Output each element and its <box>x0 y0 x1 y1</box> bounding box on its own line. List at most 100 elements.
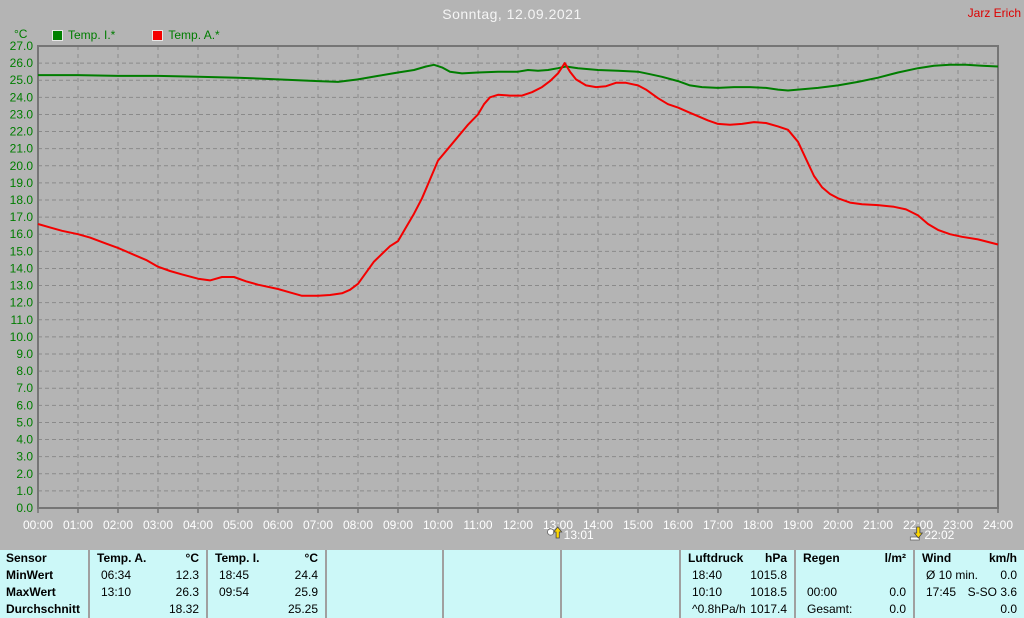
max-time: 13:10 <box>101 585 132 599</box>
min-time: 18:45 <box>219 568 250 582</box>
max-time: 10:10 <box>692 585 723 599</box>
stats-row-label: Durchschnitt <box>6 602 81 616</box>
y-tick-label: 25.0 <box>10 73 34 87</box>
event-marker-time-label: 22:02 <box>924 528 954 542</box>
y-tick-label: 2.0 <box>16 467 33 481</box>
stats-section-temp-inside: Temp. I. °C 18:45 24.4 09:54 25.9 25.25 <box>206 550 325 618</box>
y-tick-label: 19.0 <box>10 176 34 190</box>
rain-total-label: Gesamt: <box>807 602 853 616</box>
stats-section-pressure: Luftdruck hPa 18:40 1015.8 10:10 1018.5 ^0.… <box>679 550 794 618</box>
stats-table: Sensor MinWert MaxWert Durchschnitt Temp… <box>0 550 1024 618</box>
stats-section-rain: Regen l/m² 00:00 0.0 Gesamt: 0.0 <box>794 550 913 618</box>
y-tick-label: 0.0 <box>16 501 33 515</box>
wind-avg-value: 0.0 <box>1000 568 1017 582</box>
y-tick-label: 12.0 <box>10 296 34 310</box>
min-value: 1015.8 <box>750 568 787 582</box>
sensor-unit: l/m² <box>884 551 906 565</box>
stats-section-wind: Wind km/h Ø 10 min. 0.0 17:45 S-SO 3.6 0.0 <box>913 550 1024 618</box>
x-tick-label: 18:00 <box>743 518 773 532</box>
x-tick-label: 20:00 <box>823 518 853 532</box>
x-tick-label: 24:00 <box>983 518 1013 532</box>
min-time: 06:34 <box>101 568 132 582</box>
x-tick-label: 00:00 <box>23 518 53 532</box>
x-tick-label: 02:00 <box>103 518 133 532</box>
max-value: 25.9 <box>294 585 318 599</box>
x-tick-label: 06:00 <box>263 518 293 532</box>
legend-item-temp-inside[interactable]: Temp. I.* <box>52 28 115 42</box>
sensor-unit: °C <box>304 551 318 565</box>
y-tick-label: 6.0 <box>16 398 33 412</box>
y-tick-label: 8.0 <box>16 364 33 378</box>
stats-section-empty-2 <box>442 550 560 618</box>
y-tick-label: 7.0 <box>16 381 33 395</box>
x-tick-label: 14:00 <box>583 518 613 532</box>
y-tick-label: 27.0 <box>10 39 34 53</box>
x-tick-label: 11:00 <box>463 518 492 532</box>
stats-row-label: MaxWert <box>6 585 56 599</box>
sensor-name: Luftdruck <box>688 551 744 565</box>
x-tick-label: 19:00 <box>783 518 813 532</box>
stats-section-temp-outside: Temp. A. °C 06:34 12.3 13:10 26.3 18.32 <box>88 550 206 618</box>
legend-item-temp-outside[interactable]: Temp. A.* <box>152 28 220 42</box>
page-title: Sonntag, 12.09.2021 <box>442 6 582 22</box>
x-tick-label: 23:00 <box>943 518 973 532</box>
x-tick-label: 12:00 <box>503 518 533 532</box>
y-tick-label: 24.0 <box>10 90 34 104</box>
min-time: 18:40 <box>692 568 723 582</box>
x-tick-label: 09:00 <box>383 518 413 532</box>
y-tick-label: 11.0 <box>11 313 34 327</box>
wind-current-value: 0.0 <box>1000 602 1017 616</box>
x-tick-label: 21:00 <box>863 518 893 532</box>
y-tick-label: 13.0 <box>10 279 34 293</box>
y-tick-label: 22.0 <box>10 125 34 139</box>
rain-total-value: 0.0 <box>889 602 906 616</box>
y-tick-label: 5.0 <box>16 415 33 429</box>
wind-avg-label: Ø 10 min. <box>926 568 979 582</box>
sensor-unit: km/h <box>988 551 1017 565</box>
y-tick-label: 26.0 <box>10 56 34 70</box>
sensor-name: Temp. I. <box>215 551 260 565</box>
station-owner-label: Jarz Erich <box>967 6 1021 20</box>
x-tick-label: 05:00 <box>223 518 253 532</box>
y-tick-label: 16.0 <box>10 227 34 241</box>
x-tick-label: 01:00 <box>63 518 93 532</box>
sensor-unit: °C <box>185 551 199 565</box>
y-tick-label: 9.0 <box>16 347 33 361</box>
stats-section-empty-1 <box>325 550 442 618</box>
x-tick-label: 07:00 <box>303 518 333 532</box>
y-tick-label: 10.0 <box>10 330 34 344</box>
wind-max-value: S-SO 3.6 <box>967 585 1017 599</box>
temp-outside-line <box>37 62 999 297</box>
x-tick-label: 15:00 <box>623 518 653 532</box>
max-value: 26.3 <box>175 585 199 599</box>
rain-day-value: 0.0 <box>889 585 906 599</box>
temp-outside-swatch-icon <box>152 29 164 41</box>
y-tick-label: 3.0 <box>16 450 33 464</box>
event-marker-up-icon <box>547 528 555 536</box>
event-marker-down-icon <box>913 526 924 539</box>
avg-value: 25.25 <box>287 602 318 616</box>
trend-label: ^0.8hPa/h <box>692 602 746 616</box>
max-time: 09:54 <box>219 585 250 599</box>
avg-value: 1017.4 <box>750 602 787 616</box>
y-tick-label: 14.0 <box>10 261 34 275</box>
temperature-chart[interactable]: 27.0 26.0 25.0 24.0 23.0 22.0 21.0 20.0 19.0 18.0… <box>0 0 1024 548</box>
max-value: 1018.5 <box>750 585 787 599</box>
chart-legend: Temp. I.* Temp. A.* <box>52 28 257 42</box>
x-tick-label: 04:00 <box>183 518 213 532</box>
y-tick-label: 23.0 <box>10 107 34 121</box>
x-tick-label: 10:00 <box>423 518 453 532</box>
x-tick-label: 22:00 <box>903 518 933 532</box>
sensor-name: Wind <box>922 551 952 565</box>
y-tick-label: 15.0 <box>10 244 34 258</box>
event-marker-up-icon <box>552 526 563 539</box>
y-tick-label: 17.0 <box>10 210 34 224</box>
y-axis-unit-label: °C <box>14 27 28 41</box>
x-tick-label: 08:00 <box>343 518 373 532</box>
sensor-unit: hPa <box>764 551 787 565</box>
min-value: 12.3 <box>175 568 199 582</box>
stats-row-label: MinWert <box>6 568 54 582</box>
y-tick-label: 1.0 <box>16 484 33 498</box>
event-marker-down-icon <box>909 536 920 541</box>
